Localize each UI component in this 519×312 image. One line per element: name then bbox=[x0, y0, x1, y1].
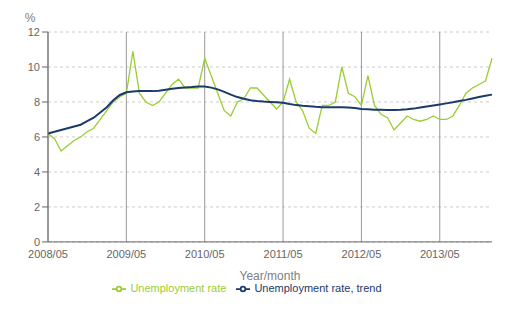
svg-text:2012/05: 2012/05 bbox=[342, 248, 382, 260]
svg-text:2009/05: 2009/05 bbox=[106, 248, 146, 260]
svg-text:Year/month: Year/month bbox=[240, 269, 301, 283]
svg-text:2008/05: 2008/05 bbox=[28, 248, 68, 260]
svg-text:2010/05: 2010/05 bbox=[185, 248, 225, 260]
svg-text:2: 2 bbox=[34, 201, 40, 213]
svg-text:2013/05: 2013/05 bbox=[420, 248, 460, 260]
html-text:Unemployment rate: Unemployment rate bbox=[130, 281, 227, 294]
html-text:Unemployment rate, trend: Unemployment rate, trend bbox=[254, 281, 382, 294]
svg-text:8: 8 bbox=[34, 96, 40, 108]
svg-text:2011/05: 2011/05 bbox=[264, 248, 303, 260]
svg-text:4: 4 bbox=[34, 166, 40, 178]
svg-text:6: 6 bbox=[34, 131, 40, 143]
svg-text:0: 0 bbox=[34, 236, 40, 248]
svg-text:12: 12 bbox=[28, 26, 40, 38]
svg-text:10: 10 bbox=[28, 61, 40, 73]
svg-text:%: % bbox=[25, 11, 36, 25]
